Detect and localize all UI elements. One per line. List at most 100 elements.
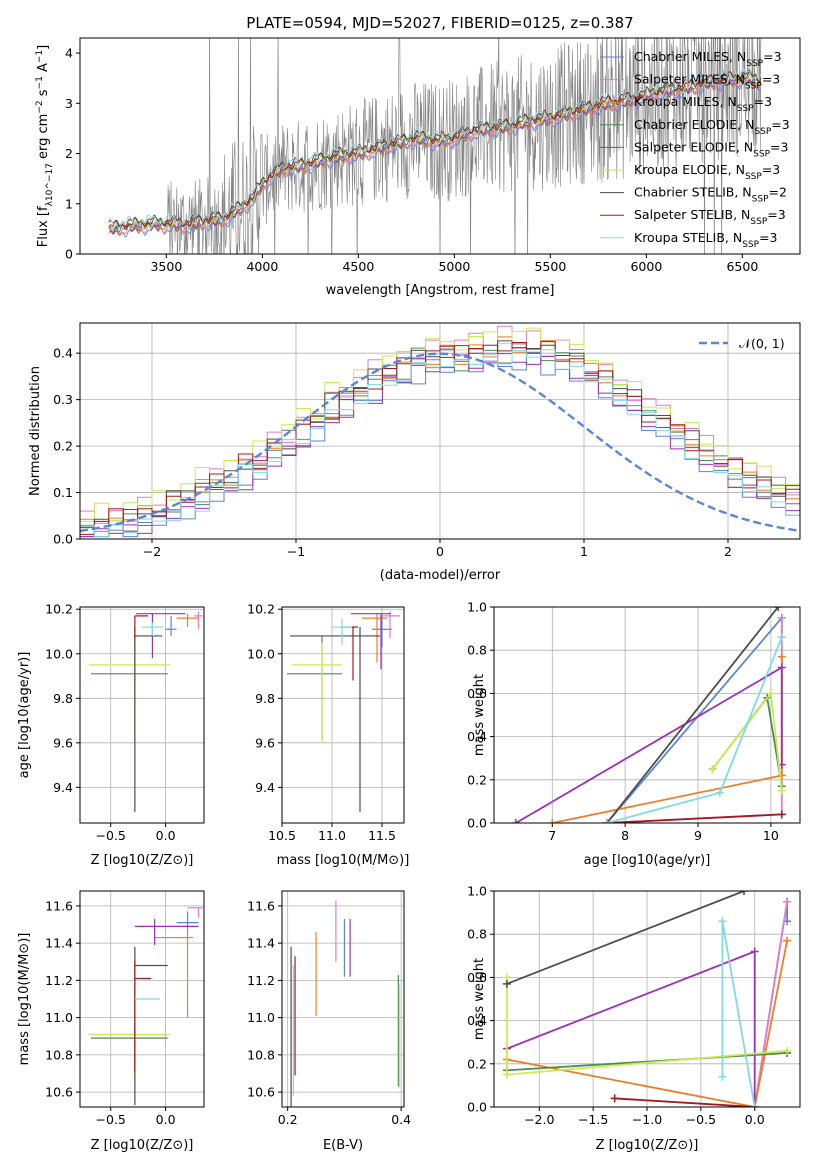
legend-label: Kroupa ELODIE, NSSP=3 — [634, 162, 780, 182]
y-tick-label: 0.8 — [467, 643, 487, 658]
series-line — [614, 1097, 755, 1107]
plus-marker — [610, 1094, 619, 1103]
plus-marker — [777, 663, 786, 672]
x-tick-label: 0.0 — [156, 828, 176, 843]
chart-age_vs_mass: 10.5 11.0 11.5 9.4 9.6 9.8 10.0 10.2 mass [log10… — [247, 602, 409, 868]
plus-marker — [777, 613, 786, 622]
legend: 𝒩(0, 1) — [699, 336, 785, 351]
y-tick-label: 0.6 — [467, 970, 487, 985]
x-tick-label: 0 — [436, 544, 444, 559]
x-axis-label: age [log10(age/yr)] — [584, 853, 711, 868]
y-axis-label: Normed distribution — [28, 366, 43, 496]
plus-marker — [511, 819, 520, 823]
legend-label: Kroupa STELIB, NSSP=3 — [634, 230, 778, 250]
plus-marker — [783, 1046, 792, 1055]
x-tick-label: 0.0 — [745, 1112, 765, 1127]
y-tick-label: 11.4 — [247, 936, 275, 951]
series-line — [606, 636, 783, 823]
x-tick-label: −2.0 — [524, 1112, 554, 1127]
chart-mass_vs_EBV: 0.2 0.4 10.6 10.8 11.0 11.2 11.4 11.6 E(B-V) — [247, 890, 411, 1153]
x-tick-label: −0.5 — [96, 1112, 126, 1127]
y-axis-label: age [log10(age/yr)] — [17, 652, 32, 779]
x-tick-label: −1.0 — [632, 1112, 662, 1127]
plot-area — [494, 891, 800, 1107]
axes-frame — [79, 322, 801, 540]
plot-area — [108, 38, 762, 254]
errorbar-salpeter-miles — [194, 611, 203, 630]
plot-area — [282, 607, 404, 823]
histogram-kroupa-stelib — [80, 349, 800, 538]
x-tick-label: 5000 — [438, 259, 470, 274]
x-axis-label: Z [log10(Z/Z⊙)] — [596, 1138, 699, 1153]
series-line — [606, 607, 779, 823]
x-tick-label: 6500 — [726, 259, 758, 274]
x-tick-label: 5500 — [534, 259, 566, 274]
axes-frame — [79, 606, 205, 824]
y-tick-label: 3 — [65, 96, 73, 111]
y-tick-label: 10.2 — [45, 602, 73, 617]
chart-age_vs_Z: −0.5 0.0 9.4 9.6 9.8 10.0 10.2 Z [log10(Z/Z⊙)] a… — [17, 602, 205, 868]
y-tick-label: 11.0 — [247, 1010, 275, 1025]
plus-marker — [777, 810, 786, 819]
x-tick-label: 0.4 — [391, 1112, 411, 1127]
histogram-salpeter-miles — [80, 325, 800, 524]
series-chabrier-elodie — [708, 693, 786, 791]
x-tick-label: −0.5 — [96, 828, 126, 843]
y-tick-label: 9.4 — [255, 780, 275, 795]
series-salpeter-elodie — [502, 947, 759, 1107]
y-tick-label: 0.4 — [467, 729, 487, 744]
series-kroupa-stelib — [718, 917, 759, 1107]
x-tick-label: 6000 — [630, 259, 662, 274]
y-tick-label: 11.2 — [45, 973, 73, 988]
histogram-salpeter-elodie — [80, 353, 800, 538]
plus-marker — [739, 891, 748, 895]
plus-marker — [750, 1103, 759, 1107]
y-tick-label: 4 — [65, 46, 73, 61]
errorbar-salpeter-miles — [382, 611, 400, 639]
series-line — [515, 665, 783, 823]
errorbar-salpeter-elodie — [134, 918, 199, 945]
y-tick-label: 9.6 — [53, 735, 73, 750]
y-tick-label: 9.6 — [255, 735, 275, 750]
y-tick-label: 10.0 — [247, 646, 275, 661]
x-axis-label: Z [log10(Z/Z⊙)] — [91, 1138, 194, 1153]
chart-mass_vs_Z: −0.5 0.0 10.6 10.8 11.0 11.2 11.4 11.6 Z [log10(… — [17, 890, 205, 1153]
chart-weight_vs_Z: −2.0 −1.5 −1.0 −0.5 0.0 0.0 0.2 0.4 0.6 0.8 1.0 Z [… — [467, 884, 801, 1153]
x-tick-label: 10.5 — [268, 828, 296, 843]
chart-title: PLATE=0594, MJD=52027, FIBERID=0125, z=0… — [246, 14, 633, 32]
series-salpeter-elodie — [511, 663, 786, 823]
y-axis-label: mass [log10(M/M⊙)] — [17, 933, 32, 1066]
errorbar-kroupa-elodie — [88, 642, 170, 743]
series-kroupa-elodie — [708, 689, 786, 795]
x-tick-label: 2 — [724, 544, 732, 559]
series-chabrier-stelib — [502, 891, 748, 988]
plus-marker — [708, 765, 717, 773]
legend-label: Kroupa MILES, NSSP=3 — [634, 94, 772, 114]
x-axis-label: (data-model)/error — [380, 568, 501, 583]
y-axis-label: mass weight — [472, 958, 487, 1040]
y-tick-label: 0.1 — [53, 485, 73, 500]
plus-marker — [777, 786, 786, 795]
x-tick-label: 1 — [580, 544, 588, 559]
y-tick-label: 0.2 — [467, 1056, 487, 1071]
x-tick-label: 10 — [763, 828, 779, 843]
errorbar-kroupa-stelib — [141, 622, 164, 636]
x-tick-label: −2 — [143, 544, 161, 559]
x-tick-label: −1 — [287, 544, 305, 559]
plus-marker — [718, 1072, 727, 1081]
y-tick-label: 11.0 — [45, 1010, 73, 1025]
x-tick-label: 11.0 — [318, 828, 346, 843]
x-tick-label: 8 — [621, 828, 629, 843]
series-kroupa-stelib — [602, 633, 786, 823]
errorbar-chabrier-elodie — [90, 635, 168, 741]
errorbar-salpeter-stelib — [134, 615, 149, 639]
x-tick-label: 0.0 — [156, 1112, 176, 1127]
x-tick-label: 7 — [548, 828, 556, 843]
series-line — [552, 656, 783, 823]
y-tick-label: 11.2 — [247, 973, 275, 988]
plot-area — [80, 323, 800, 539]
x-axis-label: E(B-V) — [323, 1138, 363, 1153]
model-line-kroupa-stelib — [108, 68, 762, 229]
errorbar-kroupa-miles — [176, 613, 199, 628]
